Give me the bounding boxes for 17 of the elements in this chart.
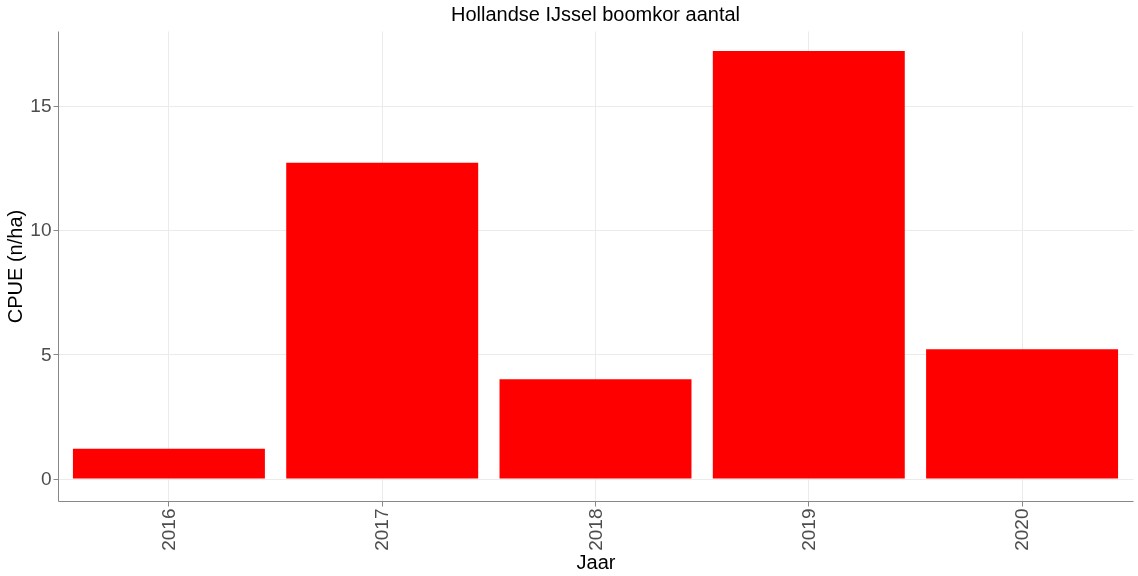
bar: [499, 379, 692, 479]
bar: [712, 50, 905, 479]
x-axis-title: Jaar: [576, 550, 616, 573]
y-tick-label: 10: [30, 219, 52, 241]
x-tick-label: 2020: [1011, 508, 1033, 551]
bar: [286, 162, 479, 479]
y-tick-label: 0: [40, 468, 52, 490]
y-tick-label: 15: [30, 95, 52, 117]
y-axis-title: CPUE (n/ha): [4, 209, 27, 324]
y-tick-label: 5: [40, 343, 52, 365]
x-tick-label: 2017: [371, 508, 393, 551]
x-tick-label: 2019: [797, 508, 819, 551]
bar: [926, 349, 1119, 479]
bar: [72, 448, 265, 479]
chart-title: Hollandse IJssel boomkor aantal: [450, 3, 741, 25]
x-tick-label: 2018: [584, 508, 606, 551]
x-tick-label: 2016: [157, 508, 179, 551]
